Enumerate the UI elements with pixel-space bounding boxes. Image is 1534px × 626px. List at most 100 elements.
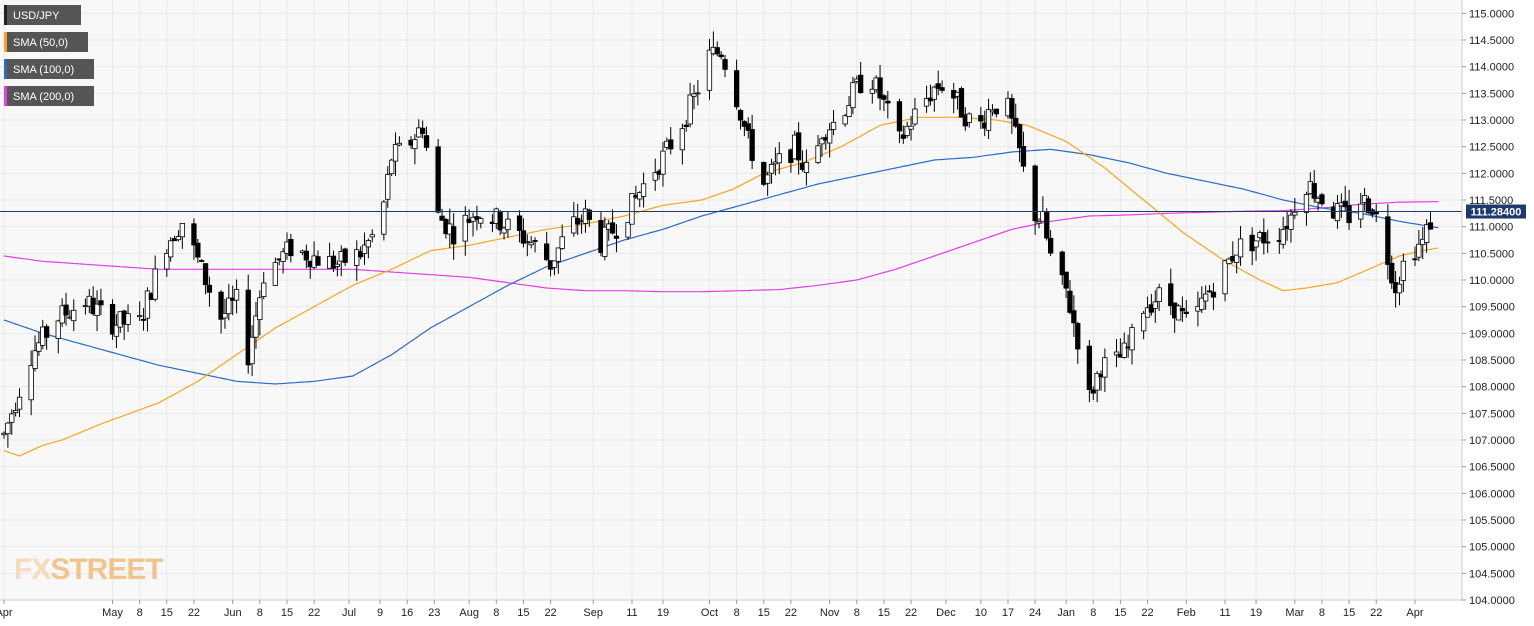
candle-body-up <box>1288 214 1294 230</box>
candle-body-down <box>544 243 550 261</box>
candle <box>737 108 744 130</box>
candle-body-up <box>478 218 484 224</box>
candle-body-down <box>586 209 592 220</box>
candle-body-up <box>354 249 360 266</box>
candle-body-down <box>98 300 104 306</box>
candle-body-up <box>12 410 19 413</box>
candle-body-up <box>815 145 821 164</box>
candle-body-down <box>497 211 503 231</box>
legend-item-sma50[interactable]: SMA (50,0) <box>4 32 88 52</box>
candle <box>528 236 534 249</box>
candle-body-up <box>462 214 468 242</box>
candle <box>365 238 372 259</box>
x-tick-label: 15 <box>281 607 293 619</box>
candle <box>1234 254 1240 274</box>
candle-body-up <box>923 98 930 107</box>
candle-body-down <box>896 101 903 132</box>
x-tick-label: 22 <box>785 607 797 619</box>
candle <box>164 248 170 277</box>
candle <box>1280 216 1286 249</box>
candle-body-down <box>900 134 906 139</box>
legend-item-sma100[interactable]: SMA (100,0) <box>4 59 94 79</box>
x-tick-label: 22 <box>1141 607 1153 619</box>
x-tick-label: Jun <box>224 607 242 619</box>
candle <box>505 211 511 238</box>
candle-body-down <box>993 108 999 115</box>
candle <box>12 402 19 417</box>
candle-body-up <box>9 413 15 423</box>
x-tick-label: 15 <box>1114 607 1126 619</box>
candle-body-down <box>935 83 941 89</box>
y-tick-label: 113.0000 <box>1469 115 1514 127</box>
candle <box>885 90 891 119</box>
candle-body-up <box>412 139 418 150</box>
y-tick-label: 105.5000 <box>1469 515 1515 527</box>
candle-body-down <box>439 215 445 221</box>
legend-item-sma200[interactable]: SMA (200,0) <box>4 86 94 106</box>
legend-item-usdjpy[interactable]: USD/JPY <box>4 5 81 25</box>
candle <box>1020 131 1027 172</box>
candle <box>1265 229 1271 253</box>
candle-body-down <box>1261 232 1267 244</box>
candle <box>450 213 457 260</box>
candle <box>958 86 965 118</box>
candle <box>1102 348 1108 393</box>
candle-body-down <box>1075 322 1081 350</box>
fxstreet-watermark: FXSTREET <box>14 553 164 586</box>
candle-body-down <box>218 291 224 320</box>
y-tick-label: 105.0000 <box>1469 542 1515 554</box>
last-price-label: 111.28400 <box>1471 207 1522 219</box>
candle <box>745 117 751 139</box>
y-tick-label: 109.5000 <box>1469 302 1515 314</box>
candle-body-down <box>885 100 891 104</box>
candle <box>718 51 724 60</box>
legend-box <box>4 59 94 79</box>
y-tick-label: 106.5000 <box>1469 462 1515 474</box>
candle-body-up <box>846 105 852 117</box>
x-tick-label: 15 <box>1343 607 1355 619</box>
candle <box>1203 285 1209 310</box>
candle-body-down <box>198 260 205 262</box>
candle-body-down <box>1365 198 1372 214</box>
candle-body-down <box>1179 308 1186 312</box>
candle-body-up <box>602 226 608 257</box>
candle-body-up <box>55 320 61 339</box>
watermark-logo: FXSTREET <box>14 553 163 586</box>
x-tick-label: 8 <box>493 607 499 619</box>
candle-body-up <box>640 183 647 197</box>
candle-body-up <box>1253 240 1259 248</box>
candle-body-down <box>1090 389 1096 394</box>
candle-body-down <box>109 303 116 335</box>
candle <box>613 224 620 253</box>
candle <box>272 257 279 286</box>
candle-body-up <box>765 174 771 184</box>
candle <box>1075 321 1081 364</box>
candle <box>315 250 321 266</box>
y-tick-label: 111.5000 <box>1469 195 1513 207</box>
candle <box>679 123 685 165</box>
candle-body-down <box>1017 124 1023 149</box>
candle-body-up <box>222 312 228 319</box>
candle-body-up <box>5 422 11 435</box>
candle <box>691 84 697 110</box>
x-tick-label: 23 <box>428 607 440 619</box>
candle-body-down <box>1048 237 1054 254</box>
candle-body-up <box>175 236 182 241</box>
candle-body-down <box>206 284 213 293</box>
candle <box>931 85 937 112</box>
candle <box>1017 123 1023 162</box>
sma-100-line <box>3 148 1439 385</box>
x-tick-label: Apr <box>1406 607 1423 619</box>
candle-body-up <box>555 247 561 262</box>
candle <box>687 82 693 128</box>
candle <box>497 209 503 236</box>
candle-body-down <box>202 263 209 286</box>
candle-body-up <box>691 93 697 97</box>
candle <box>381 199 387 241</box>
candle-body-down <box>450 226 457 245</box>
candle-body-down <box>1020 145 1027 167</box>
candle <box>722 55 728 78</box>
candle <box>652 158 658 191</box>
x-tick-label: 19 <box>657 607 669 619</box>
watermark-part-fx: FX <box>14 553 51 586</box>
